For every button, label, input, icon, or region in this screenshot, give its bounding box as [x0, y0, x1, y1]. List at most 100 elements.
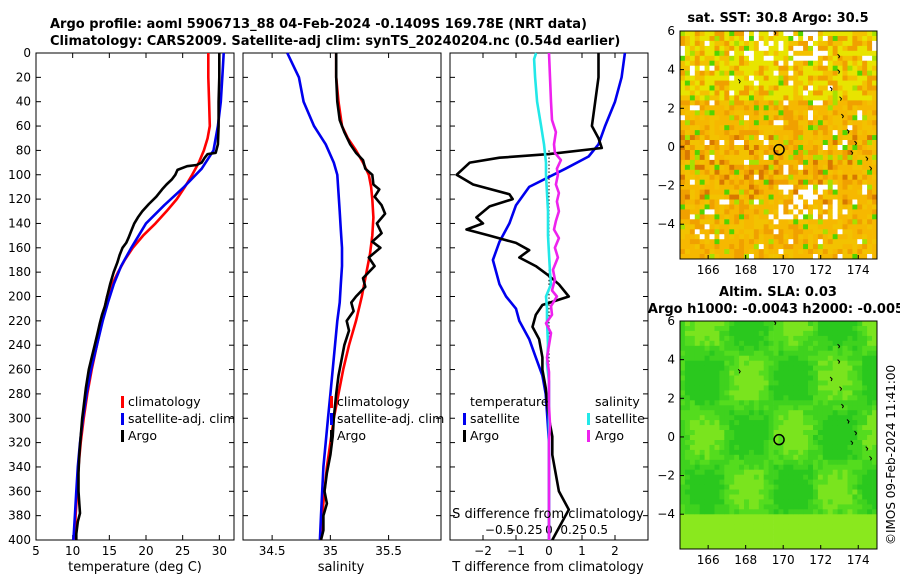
map-cell — [773, 340, 779, 347]
map-cell — [758, 150, 765, 156]
map-cell — [798, 179, 804, 186]
map-cell — [862, 494, 868, 500]
map-cell — [753, 400, 760, 406]
map-cell — [749, 189, 755, 195]
map-cell — [842, 95, 848, 101]
map-cell — [793, 125, 799, 131]
map-cell — [763, 164, 769, 171]
map-cell — [842, 224, 848, 230]
map-cell — [773, 435, 779, 441]
map-cell — [803, 50, 809, 57]
map-cell — [798, 110, 804, 116]
map-cell — [749, 544, 755, 550]
map-cell — [872, 174, 878, 181]
map-cell — [704, 375, 710, 381]
map-cell — [680, 145, 686, 151]
map-cell — [734, 415, 740, 421]
map-cell — [817, 355, 824, 362]
series-salinity-argo — [544, 52, 563, 540]
map-cell — [734, 75, 740, 81]
map-cell — [808, 519, 814, 525]
map-cell — [827, 75, 834, 81]
map-cell — [768, 214, 774, 220]
map-cell — [822, 484, 829, 490]
map-cell — [793, 321, 799, 327]
map-cell — [749, 249, 755, 255]
map-cell — [842, 350, 848, 357]
map-cell — [832, 449, 838, 456]
map-cell — [753, 234, 760, 240]
map-cell — [729, 499, 735, 505]
map-cell — [709, 95, 715, 101]
map-cell — [827, 179, 834, 186]
map-cell — [704, 539, 710, 545]
map-cell — [699, 335, 705, 342]
map-cell — [842, 130, 848, 136]
map-cell — [739, 234, 745, 240]
map-cell — [827, 345, 834, 352]
map-cell — [793, 499, 799, 505]
map-cell — [813, 249, 819, 255]
coastline — [850, 150, 854, 156]
map-cell — [852, 184, 858, 191]
map-cell — [857, 45, 863, 52]
map-cell — [704, 154, 710, 161]
map-cell — [699, 145, 705, 151]
map-cell — [724, 365, 730, 371]
map-cell — [862, 224, 868, 230]
map-cell — [827, 174, 834, 181]
map-cell — [822, 410, 829, 416]
map-cell — [680, 340, 686, 347]
map-cell — [704, 199, 710, 205]
map-cell — [817, 209, 824, 215]
map-cell — [783, 514, 789, 520]
map-cell — [798, 474, 804, 481]
map-cell — [734, 509, 740, 515]
map-cell — [783, 115, 789, 121]
map-cell — [788, 390, 794, 396]
map-cell — [857, 454, 863, 461]
map-cell — [783, 326, 789, 332]
map-cell — [837, 45, 843, 52]
map-cell — [778, 90, 784, 96]
map-cell — [847, 214, 853, 220]
map-cell — [827, 239, 834, 245]
map-cell — [729, 385, 735, 391]
map-cell — [842, 529, 848, 535]
map-cell — [709, 90, 715, 96]
map-cell — [719, 214, 725, 220]
map-cell — [808, 154, 814, 161]
map-cell — [808, 194, 814, 200]
map-cell — [793, 145, 799, 151]
map-cell — [822, 544, 829, 550]
map-cell — [719, 219, 725, 225]
map-cell — [699, 440, 705, 446]
map-cell — [803, 539, 809, 545]
map-cell — [689, 70, 696, 77]
map-cell — [684, 444, 691, 451]
map-cell — [704, 50, 710, 57]
map-cell — [862, 335, 868, 342]
map-cell — [857, 189, 863, 195]
map-cell — [744, 80, 750, 86]
map-cell — [798, 249, 804, 255]
map-cell — [694, 370, 701, 376]
map-cell — [704, 390, 710, 396]
map-cell — [763, 400, 769, 406]
map-cell — [739, 524, 745, 530]
map-cell — [793, 405, 799, 411]
map-cell — [739, 370, 745, 376]
map-cell — [798, 100, 804, 106]
map-cell — [813, 504, 819, 510]
map-cell — [813, 75, 819, 81]
map-cell — [763, 249, 769, 255]
map-cell — [773, 189, 779, 195]
map-cell — [758, 229, 765, 235]
map-cell — [714, 55, 720, 62]
map-cell — [852, 174, 858, 181]
map-cell — [773, 469, 779, 476]
map-cell — [689, 140, 696, 146]
map-cell — [744, 474, 750, 481]
map-cell — [734, 169, 740, 176]
map-cell — [808, 50, 814, 57]
